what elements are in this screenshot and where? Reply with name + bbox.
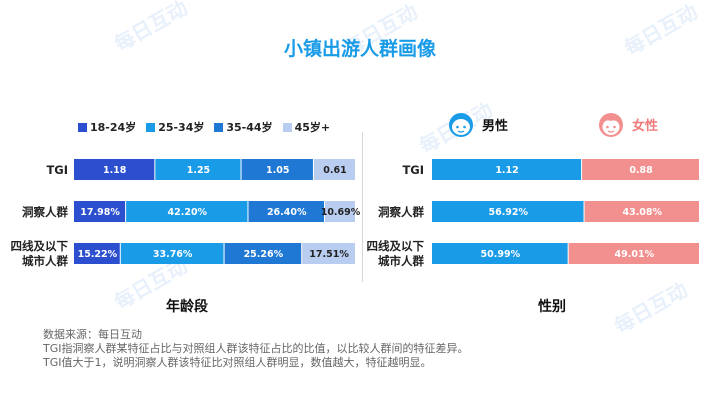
chart-divider [362, 132, 363, 282]
bar-data-label: 1.25 [187, 165, 210, 176]
female-legend: 女性 [596, 110, 658, 138]
bar-segment [432, 159, 582, 180]
bar-data-label: 26.40% [267, 207, 307, 218]
gender-row-label-city: 四线及以下 城市人群 [362, 239, 425, 269]
bar-data-label: 17.98% [80, 207, 120, 218]
male-face-icon [449, 113, 473, 137]
footnote-source: 数据来源：每日互动 [43, 328, 142, 341]
bar-segment [582, 159, 699, 180]
legend-swatch [282, 122, 292, 132]
gender-axis-title: 性别 [538, 299, 566, 315]
bar-segment [325, 201, 355, 222]
bar-segment [74, 159, 155, 180]
legend-label: 35-44岁 [226, 121, 273, 134]
age-axis-title: 年龄段 [166, 299, 208, 315]
footnote: 数据来源：每日互动 TGI指洞察人群某特征占比与对照组人群该特征占比的比值，以比… [43, 328, 469, 370]
bar-data-label: 43.08% [622, 207, 662, 218]
row-label-line: 城市人群 [378, 254, 424, 268]
page-title: 小镇出游人群画像 [283, 38, 436, 60]
legend-label: 25-34岁 [158, 121, 205, 134]
legend-swatch [214, 122, 224, 132]
bar-data-label: 10.69% [321, 207, 361, 218]
gender-row-label-tgi: TGI [402, 163, 424, 177]
male-label: 男性 [482, 118, 509, 134]
gender-row-label-insight: 洞察人群 [378, 205, 424, 219]
bar-data-label: 1.18 [103, 165, 127, 176]
bar-segment [126, 201, 248, 222]
male-legend: 男性 [446, 110, 508, 138]
bar-data-label: 33.76% [153, 249, 193, 260]
legend-label: 45岁+ [294, 121, 331, 134]
legend-swatch [146, 122, 156, 132]
legend-label: 18-24岁 [90, 121, 137, 134]
female-label: 女性 [632, 118, 659, 134]
female-face-icon [599, 113, 623, 137]
bar-segment [568, 243, 699, 264]
legend-swatch [78, 122, 87, 132]
age-legend: 18-24岁 25-34岁 35-44岁 45岁+ [78, 119, 330, 135]
bar-data-label: 1.05 [266, 165, 289, 176]
bar-segment [432, 243, 568, 264]
bar-segment [155, 159, 241, 180]
footnote-tgi-explanation: TGI值大于1，说明洞察人群该特征比对照组人群明显，数值越大，特征越明显。 [43, 356, 432, 369]
age-row-label-tgi: TGI [46, 163, 68, 177]
age-row-label-city: 四线及以下 城市人群 [6, 239, 69, 269]
legend-item-35-44: 35-44岁 [214, 119, 273, 135]
legend-item-45-plus: 45岁+ [282, 119, 331, 135]
bar-data-label: 49.01% [615, 249, 655, 260]
bar-data-label: 1.12 [495, 165, 518, 176]
bar-segment [120, 243, 224, 264]
legend-item-18-24: 18-24岁 [78, 119, 136, 135]
bar-segment [241, 159, 313, 180]
bar-data-label: 0.88 [629, 165, 653, 176]
bar-data-label: 15.22% [78, 249, 118, 260]
bar-data-label: 0.61 [323, 165, 346, 176]
bar-data-label: 42.20% [168, 207, 208, 218]
bar-segment [74, 243, 120, 264]
bar-data-label: 56.92% [488, 207, 528, 218]
row-label-line: 四线及以下 [366, 239, 425, 253]
row-label-line: 四线及以下 [10, 239, 69, 253]
footnote-tgi-definition: TGI指洞察人群某特征占比与对照组人群该特征占比的比值，以比较人群间的特征差异。 [43, 342, 469, 355]
bar-data-label: 50.99% [481, 249, 521, 260]
bar-segment [248, 201, 325, 222]
bar-segment [302, 243, 355, 264]
row-label-line: 城市人群 [22, 254, 68, 268]
legend-item-25-34: 25-34岁 [146, 119, 204, 135]
bar-data-label: 25.26% [244, 249, 284, 260]
age-row-label-insight: 洞察人群 [22, 205, 68, 219]
bar-segment [224, 243, 302, 264]
bar-segment [584, 201, 699, 222]
bar-segment [313, 159, 355, 180]
bar-segment [74, 201, 126, 222]
bar-data-label: 17.51% [309, 249, 349, 260]
bar-segment [432, 201, 584, 222]
